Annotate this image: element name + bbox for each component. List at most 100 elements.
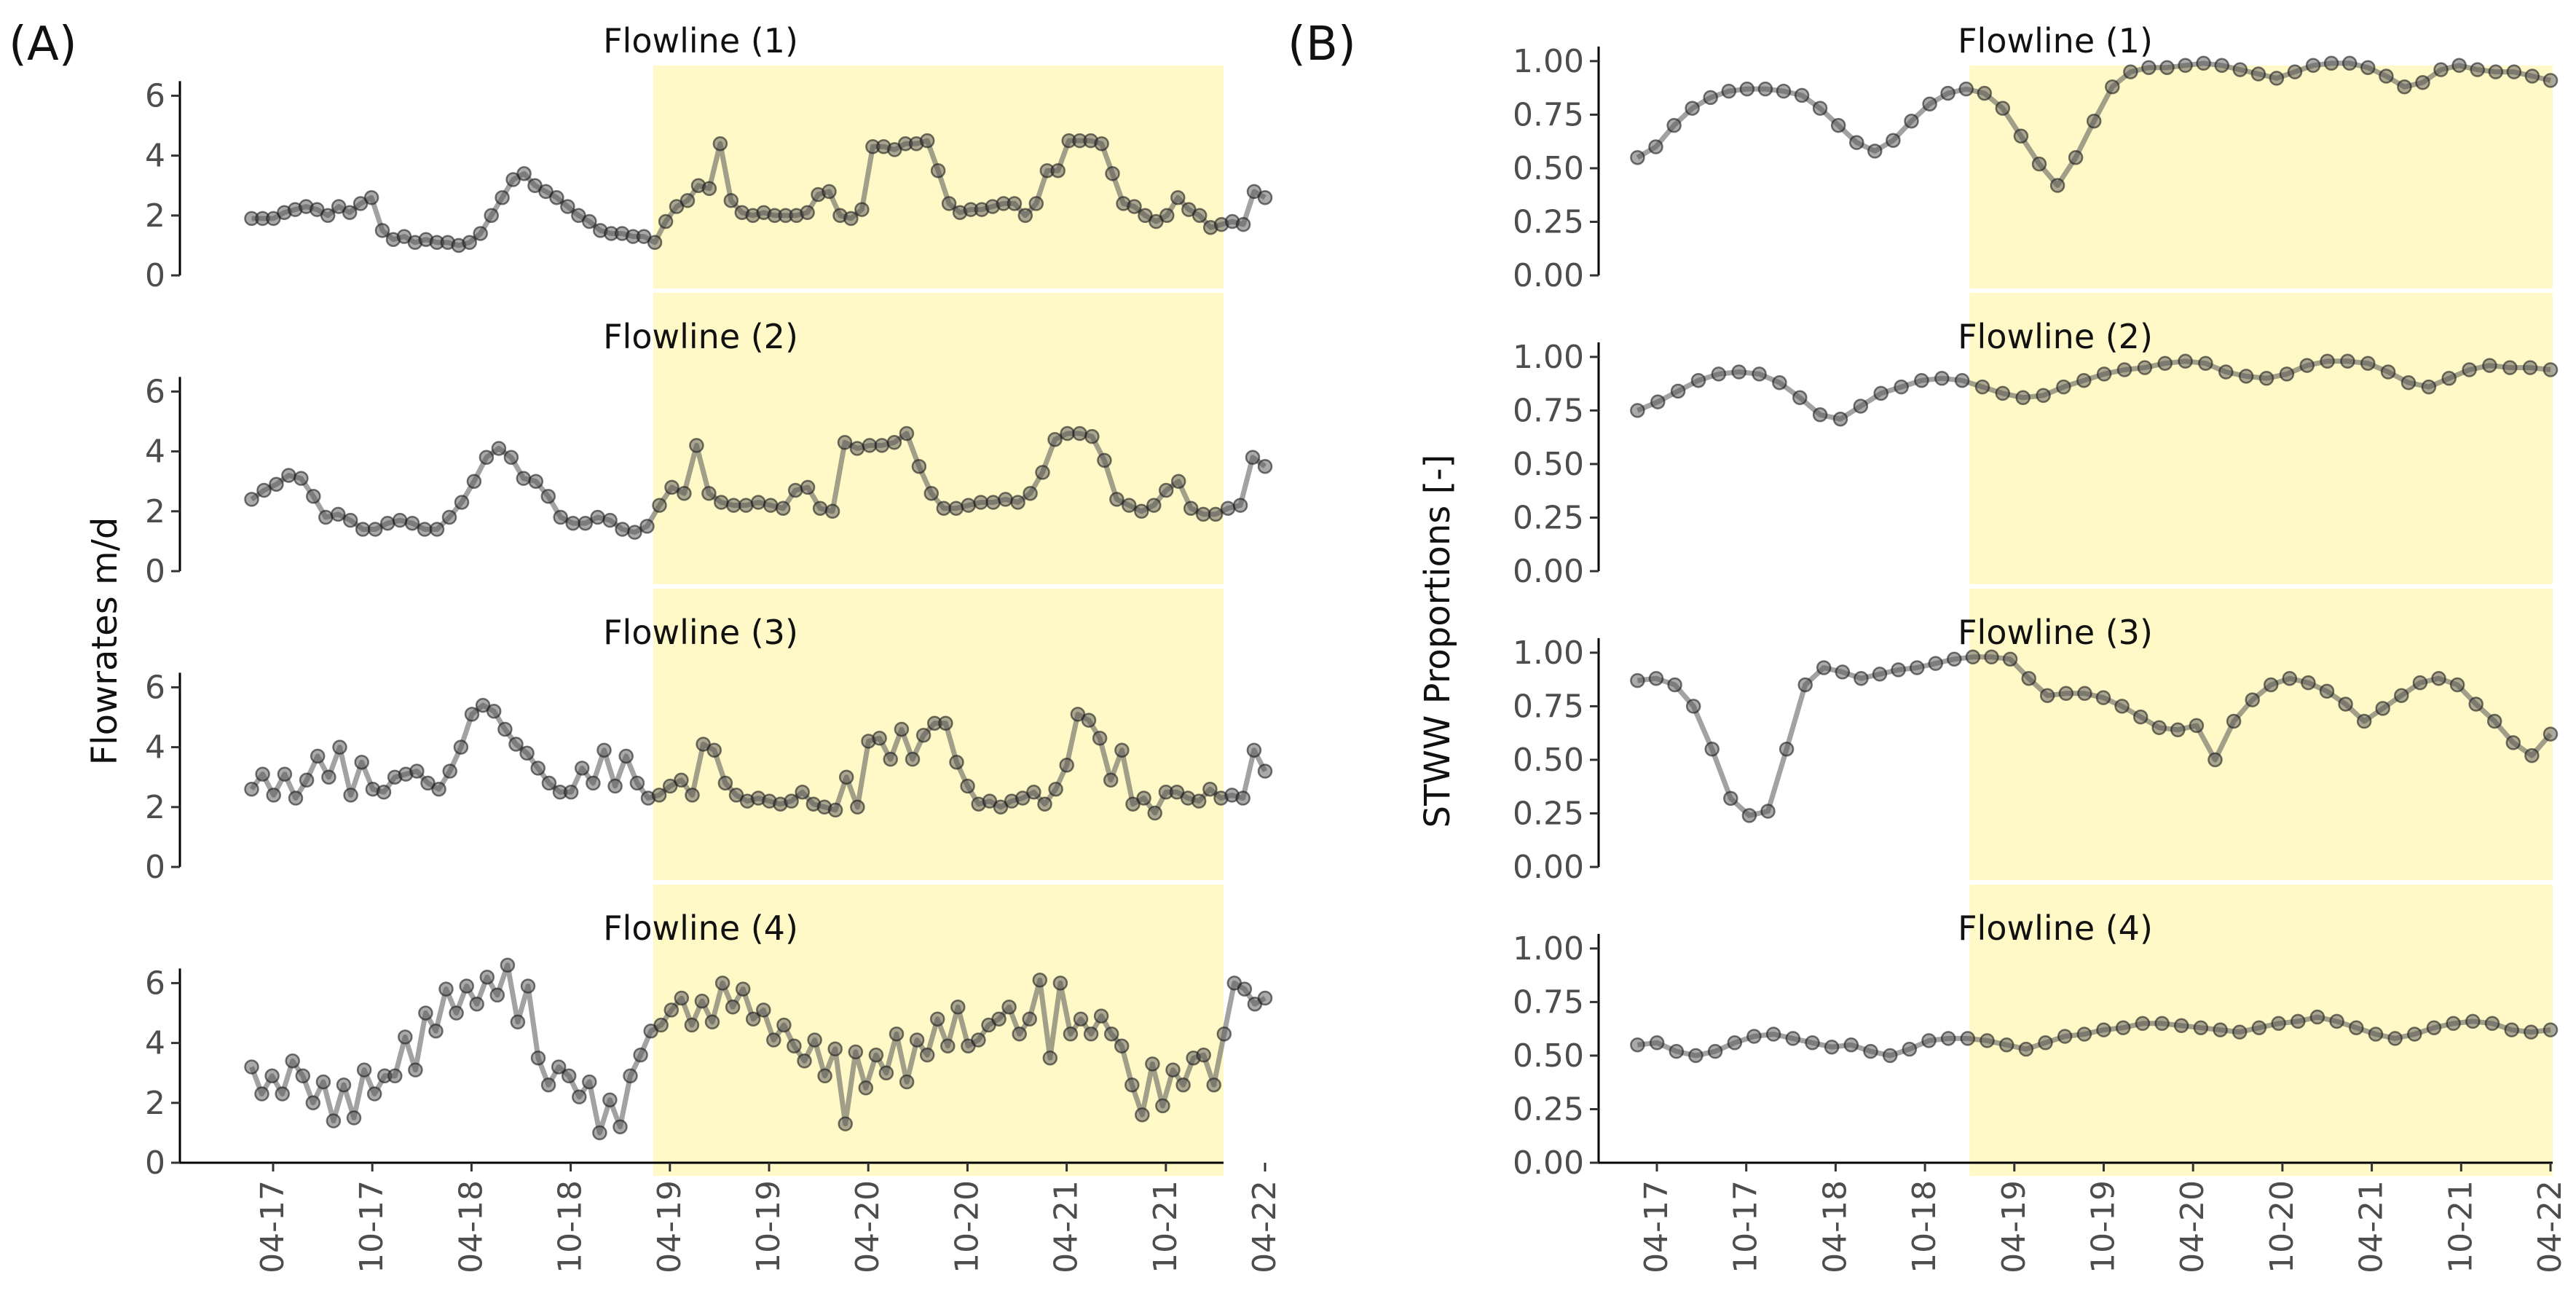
y-tick-label: 6 bbox=[145, 373, 165, 410]
data-point bbox=[306, 489, 321, 504]
data-point bbox=[2397, 79, 2412, 95]
data-point bbox=[1648, 139, 1663, 154]
data-point bbox=[775, 501, 791, 516]
data-point bbox=[1017, 208, 1033, 224]
projection-shade bbox=[653, 293, 1224, 584]
data-point bbox=[1037, 796, 1052, 812]
y-tick-label: 1.00 bbox=[1513, 43, 1584, 80]
data-point bbox=[1902, 1041, 1918, 1057]
data-point bbox=[2279, 366, 2295, 382]
data-point bbox=[1812, 101, 1828, 116]
data-point bbox=[1257, 458, 1273, 474]
x-tick-label: 10-21 bbox=[2442, 1180, 2479, 1273]
data-point bbox=[1246, 742, 1262, 758]
data-point bbox=[1812, 407, 1828, 423]
data-point bbox=[1206, 1077, 1221, 1093]
data-point bbox=[326, 1113, 342, 1128]
data-point bbox=[299, 772, 315, 788]
data-point bbox=[2287, 64, 2303, 79]
y-tick-label: 6 bbox=[145, 669, 165, 706]
data-point bbox=[2189, 718, 2205, 734]
data-point bbox=[858, 1080, 874, 1096]
facet-title: Flowline (2) bbox=[603, 317, 798, 356]
x-tick-label: 10-21 bbox=[1147, 1180, 1184, 1273]
data-point bbox=[1772, 374, 1787, 390]
data-point bbox=[1666, 117, 1682, 133]
data-point bbox=[586, 775, 601, 791]
data-point bbox=[2394, 688, 2409, 703]
data-point bbox=[2484, 1016, 2500, 1032]
data-point bbox=[294, 471, 309, 486]
data-point bbox=[2178, 58, 2193, 74]
data-point bbox=[466, 474, 482, 489]
x-tick-label: 04-20 bbox=[2174, 1180, 2211, 1273]
data-point bbox=[1145, 1056, 1160, 1072]
data-point bbox=[1779, 741, 1795, 757]
data-point bbox=[797, 1053, 812, 1069]
data-point bbox=[429, 522, 445, 537]
data-point bbox=[516, 471, 532, 486]
data-point bbox=[1183, 501, 1199, 516]
axes: 0.00 0.25 0.50 0.75 1.00 bbox=[1513, 930, 1600, 1182]
data-point bbox=[2157, 356, 2173, 371]
data-point bbox=[684, 1017, 700, 1033]
y-tick-label: 1.00 bbox=[1513, 635, 1584, 672]
data-point bbox=[320, 208, 336, 224]
data-point bbox=[2451, 58, 2467, 74]
data-point bbox=[1746, 1029, 1762, 1044]
data-point bbox=[244, 781, 259, 797]
y-tick-label: 0.50 bbox=[1513, 742, 1584, 779]
data-point bbox=[2412, 675, 2428, 691]
data-point bbox=[2338, 696, 2353, 712]
data-point bbox=[305, 1095, 321, 1111]
data-point bbox=[838, 1116, 853, 1131]
data-point bbox=[2250, 66, 2266, 82]
data-point bbox=[2426, 1020, 2442, 1035]
data-point bbox=[1103, 772, 1119, 788]
y-tick-label: 4 bbox=[145, 138, 165, 175]
x-tick-label: 10-20 bbox=[948, 1180, 985, 1273]
data-point bbox=[1886, 133, 1901, 148]
data-point bbox=[1032, 973, 1048, 988]
data-point bbox=[704, 1014, 720, 1030]
data-point bbox=[486, 704, 502, 719]
data-point bbox=[929, 1011, 945, 1027]
data-point bbox=[647, 235, 663, 251]
data-point bbox=[565, 515, 580, 531]
x-tick-label: 10-18 bbox=[552, 1180, 589, 1273]
data-point bbox=[462, 235, 477, 251]
data-point bbox=[1704, 741, 1720, 757]
data-point bbox=[2031, 156, 2047, 172]
data-point bbox=[706, 742, 722, 758]
data-point bbox=[1084, 428, 1100, 444]
data-point bbox=[1727, 1035, 1743, 1051]
data-point bbox=[2470, 62, 2485, 77]
data-point bbox=[2360, 356, 2376, 371]
panel-b-ylabel: STWW Proportions [-] bbox=[1417, 455, 1458, 828]
data-point bbox=[2449, 677, 2465, 693]
data-point bbox=[409, 764, 425, 779]
data-point bbox=[886, 435, 902, 450]
data-point bbox=[878, 1065, 894, 1080]
series bbox=[244, 425, 1273, 540]
data-point bbox=[874, 438, 890, 453]
data-point bbox=[2115, 1020, 2131, 1035]
data-point bbox=[1711, 366, 1727, 382]
data-point bbox=[2057, 1029, 2073, 1044]
data-point bbox=[310, 748, 326, 764]
data-point bbox=[2002, 651, 2018, 667]
data-point bbox=[2291, 1013, 2306, 1029]
projection-shade bbox=[653, 589, 1224, 880]
data-point bbox=[2077, 686, 2092, 702]
data-point bbox=[899, 1074, 915, 1090]
data-point bbox=[2049, 178, 2065, 193]
panel-b: (B) STWW Proportions [-] Flowline (1) 0.… bbox=[1288, 17, 2569, 1273]
data-point bbox=[1630, 672, 1645, 688]
data-point bbox=[998, 492, 1013, 507]
data-point bbox=[2542, 362, 2559, 377]
data-point bbox=[1853, 399, 1869, 414]
data-point bbox=[1863, 1043, 1878, 1059]
data-point bbox=[784, 793, 799, 809]
data-point bbox=[694, 993, 710, 1009]
data-point bbox=[1977, 85, 1993, 101]
